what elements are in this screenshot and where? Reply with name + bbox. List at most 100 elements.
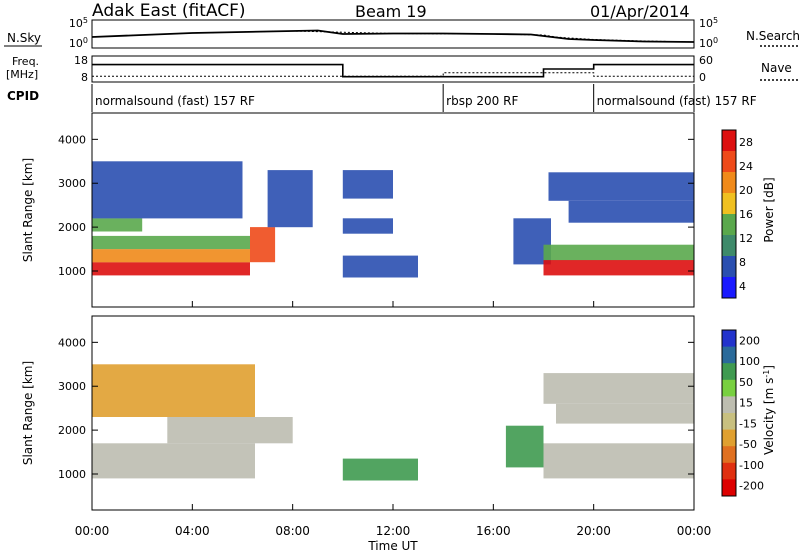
nave-right-label: Nave: [761, 61, 792, 75]
echo-region: [342, 170, 393, 199]
colorbar-tick: 28: [739, 136, 753, 149]
freq-ytick-top: 18: [74, 54, 88, 67]
echo-region: [92, 443, 255, 479]
cpid-segment-label: normalsound (fast) 157 RF: [95, 94, 255, 108]
colorbar-swatch: [722, 396, 736, 414]
echo-region: [548, 172, 694, 201]
x-tick-label: 04:00: [175, 524, 210, 538]
colorbar-tick: -15: [739, 417, 757, 430]
colorbar-swatch: [722, 346, 736, 364]
power-panel: 1000 2000 3000 4000 Slant Range [km] 28 24 20…: [21, 112, 776, 308]
x-tick-label: 00:00: [677, 524, 712, 538]
noise-panel: N.Sky 105 100 105 100 N.Search: [4, 16, 800, 50]
y-tick-label: 4000: [58, 336, 86, 349]
y-tick-label: 1000: [58, 265, 86, 278]
time-xlabel: Time UT: [367, 539, 418, 553]
freq-left-unit: [MHz]: [6, 68, 38, 81]
echo-region: [543, 260, 694, 276]
colorbar-swatch: [722, 330, 736, 348]
colorbar-tick: 24: [739, 160, 753, 173]
echo-region: [556, 403, 694, 424]
y-tick-label: 1000: [58, 468, 86, 481]
frequency-line: [92, 63, 694, 78]
colorbar-tick: 200: [739, 334, 760, 347]
colorbar-swatch: [722, 151, 736, 173]
colorbar-swatch: [722, 379, 736, 397]
noise-right-ytick-bottom: 100: [699, 36, 718, 50]
colorbar-tick: 20: [739, 184, 753, 197]
station-title: Adak East (fitACF): [92, 1, 246, 21]
echo-region: [543, 373, 694, 404]
colorbar-frame: [721, 329, 737, 497]
noise-right-ytick-top: 105: [699, 16, 718, 30]
echo-region: [92, 364, 255, 417]
noise-right-label: N.Search: [746, 29, 800, 43]
noise-ytick-top: 105: [69, 16, 88, 30]
echo-region: [92, 262, 250, 276]
echo-region: [342, 458, 418, 481]
colorbar-swatch: [722, 413, 736, 431]
x-tick-label: 12:00: [376, 524, 411, 538]
colorbar-swatch: [722, 172, 736, 194]
echo-region: [250, 227, 276, 263]
beam-title: Beam 19: [355, 2, 427, 21]
power-ylabel: Slant Range [km]: [21, 158, 35, 262]
velocity-echoes: [92, 364, 694, 481]
echo-region: [92, 235, 250, 250]
colorbar-swatch: [722, 193, 736, 215]
x-tick-label: 00:00: [75, 524, 110, 538]
echo-region: [267, 170, 313, 228]
colorbar-tick: 4: [739, 280, 746, 293]
power-y-axis: 1000 2000 3000 4000: [58, 133, 694, 278]
colorbar-tick: 50: [739, 376, 753, 389]
echo-region: [92, 249, 250, 263]
power-colorbar: 28 24 20 16 12 8 4: [721, 129, 753, 299]
freq-ytick-bottom: 8: [81, 71, 88, 84]
noise-ytick-bottom: 100: [69, 36, 88, 50]
nave-right-ytick-bottom: 0: [699, 71, 706, 84]
colorbar-swatch: [722, 130, 736, 152]
colorbar-tick: 16: [739, 208, 753, 221]
noise-left-label: N.Sky: [7, 31, 41, 45]
power-echoes: [92, 161, 694, 278]
colorbar-tick: 15: [739, 397, 753, 410]
colorbar-tick: 100: [739, 355, 760, 368]
freq-left-title: Freq.: [12, 55, 39, 68]
y-tick-label: 3000: [58, 177, 86, 190]
colorbar-swatch: [722, 363, 736, 381]
cpid-panel: CPID normalsound (fast) 157 RF rbsp 200 R…: [7, 84, 757, 112]
cpid-segment-label: rbsp 200 RF: [446, 94, 518, 108]
colorbar-tick: 8: [739, 256, 746, 269]
cpid-segments: normalsound (fast) 157 RF rbsp 200 RF norm…: [95, 84, 757, 112]
x-tick-label: 20:00: [576, 524, 611, 538]
velocity-colorbar: 200 100 50 15 -15 -50 -100 -200: [721, 329, 764, 497]
velocity-panel: 1000 2000 3000 4000 Slant Range [km] 200 100…: [21, 301, 776, 553]
colorbar-swatch: [722, 429, 736, 447]
cpid-segment-label: normalsound (fast) 157 RF: [597, 94, 757, 108]
date-title: 01/Apr/2014: [590, 2, 690, 21]
colorbar-tick: -200: [739, 480, 764, 493]
colorbar-frame: [721, 129, 737, 299]
y-tick-label: 2000: [58, 221, 86, 234]
power-colorbar-label: Power [dB]: [762, 177, 776, 242]
echo-region: [167, 417, 293, 444]
echo-region: [92, 218, 143, 232]
colorbar-swatch: [722, 462, 736, 480]
colorbar-tick: -100: [739, 459, 764, 472]
velocity-y-axis: 1000 2000 3000 4000: [58, 336, 694, 481]
echo-region: [543, 244, 694, 261]
colorbar-swatch: [722, 479, 736, 497]
x-tick-label: 16:00: [476, 524, 511, 538]
velocity-ylabel: Slant Range [km]: [21, 361, 35, 465]
y-tick-label: 3000: [58, 380, 86, 393]
y-tick-label: 4000: [58, 133, 86, 146]
colorbar-swatch: [722, 446, 736, 464]
echo-region: [568, 200, 694, 223]
nave-right-ytick-top: 60: [699, 54, 713, 67]
y-tick-label: 2000: [58, 424, 86, 437]
echo-region: [92, 161, 243, 219]
colorbar-swatch: [722, 256, 736, 278]
echo-region: [505, 425, 544, 468]
colorbar-tick: 12: [739, 232, 753, 245]
